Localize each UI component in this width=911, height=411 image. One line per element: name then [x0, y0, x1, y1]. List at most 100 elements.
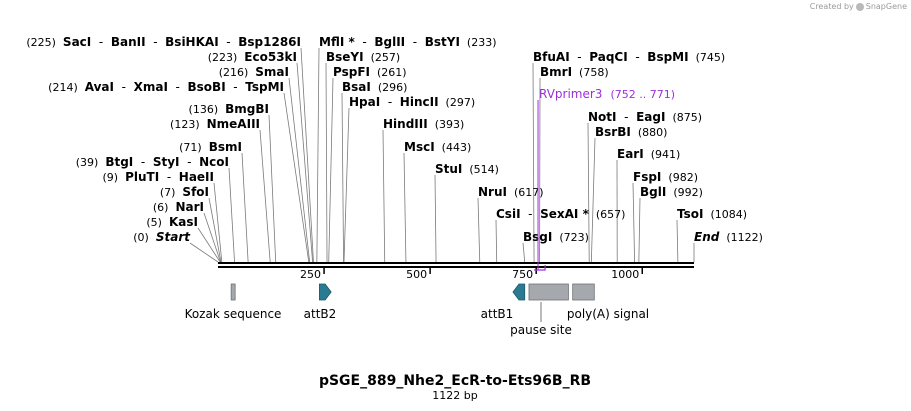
enzyme-stui: StuI: [435, 162, 462, 176]
site-separator: -: [628, 50, 648, 64]
site-position: (297): [446, 96, 476, 109]
site-position: (223): [208, 51, 238, 64]
site-gap: [371, 81, 378, 94]
site-position: (745): [696, 51, 726, 64]
site-label-end: End (1122): [694, 230, 763, 244]
enzyme-bsp1286i: Bsp1286I: [238, 35, 301, 49]
site-connectors: [189, 47, 695, 263]
primer-rvprimer3: RVprimer3 (752 .. 771): [534, 87, 675, 271]
site-label-hpai: HpaI - HincII (297): [349, 95, 475, 109]
enzyme-end: End: [694, 230, 720, 244]
enzyme-bsmi: BsmI: [209, 140, 242, 154]
feature-polya-label: poly(A) signal: [567, 307, 649, 321]
enzyme-styi: StyI: [153, 155, 180, 169]
site-gap: [168, 201, 175, 214]
site-separator: -: [617, 110, 637, 124]
site-connector-pluti: [213, 182, 223, 263]
primer-name: RVprimer3: [539, 87, 602, 101]
enzyme-msci: MscI: [404, 140, 435, 154]
site-label-eari: EarI (941): [617, 147, 680, 161]
site-gap: [719, 231, 726, 244]
site-connector-btgi: [228, 167, 235, 263]
site-connector-bseyi: [325, 62, 328, 263]
site-separator: -: [355, 35, 375, 49]
site-label-sfoi: (7) SfoI: [160, 185, 209, 199]
snapgene-logo-icon: [855, 2, 864, 11]
enzyme-nmeaiii: NmeAIII: [207, 117, 260, 131]
site-connector-avai: [283, 92, 310, 263]
enzyme-bmgbi: BmgBI: [225, 102, 269, 116]
site-position: (514): [469, 163, 499, 176]
site-position: (1122): [726, 231, 763, 244]
site-position: (0): [133, 231, 149, 244]
site-position: (982): [668, 171, 698, 184]
site-position: (136): [189, 103, 219, 116]
site-gap: [200, 118, 207, 131]
site-separator: -: [226, 80, 246, 94]
site-connector-sfoi: [208, 197, 222, 263]
feature-pause-label: pause site: [510, 323, 572, 337]
site-connector-bsgi: [522, 242, 526, 263]
site-connector-csii: [495, 219, 498, 263]
site-connector-start: [189, 242, 219, 263]
site-position: (875): [672, 111, 702, 124]
site-connector-noti: [587, 122, 590, 263]
site-label-tsoi: TsoI (1084): [677, 207, 747, 221]
site-gap: [507, 186, 514, 199]
site-position: (9): [102, 171, 118, 184]
site-position: (7): [160, 186, 176, 199]
site-label-nmeaiii: (123) NmeAIII: [170, 117, 260, 131]
site-connector-nari: [203, 212, 221, 263]
enzyme-sfoi: SfoI: [182, 185, 209, 199]
site-label-bmgbi: (136) BmgBI: [189, 102, 269, 116]
enzyme-noti: NotI: [588, 110, 617, 124]
site-connector-stui: [434, 174, 437, 263]
site-connector-tsoi: [676, 219, 679, 263]
feature-polya-shape: [572, 283, 595, 301]
ruler-tick-label: 1000: [611, 268, 639, 281]
site-label-bsrbi: BsrBI (880): [595, 125, 667, 139]
enzyme-saci: SacI: [63, 35, 91, 49]
enzyme-btgi: BtgI: [105, 155, 133, 169]
site-gap: [462, 163, 469, 176]
site-gap: [237, 51, 244, 64]
site-connector-eco53ki: [296, 62, 314, 263]
site-label-hindiii: HindIII (393): [383, 117, 464, 131]
enzyme-paqci: PaqCI: [589, 50, 627, 64]
enzyme-mfli: MflI *: [319, 35, 355, 49]
site-label-msci: MscI (443): [404, 140, 471, 154]
snapgene-credit: Created by SnapGene: [810, 2, 907, 11]
feature-track: Kozak sequence attB2 attB1 pause site poly(A…: [185, 283, 649, 337]
site-position: (758): [579, 66, 609, 79]
site-position: (992): [673, 186, 703, 199]
site-connector-bgli: [638, 197, 641, 263]
site-gap: [428, 118, 435, 131]
primer-range: (752 .. 771): [610, 88, 675, 101]
enzyme-bgli: BglI: [640, 185, 666, 199]
site-position: (261): [377, 66, 407, 79]
enzyme-kasi: KasI: [169, 215, 198, 229]
enzyme-smai: SmaI: [255, 65, 289, 79]
site-label-eco53ki: (223) Eco53kI: [208, 50, 297, 64]
enzyme-ncoi: NcoI: [199, 155, 229, 169]
site-separator: -: [114, 80, 134, 94]
site-connector-fspi: [632, 182, 636, 263]
site-label-smai: (216) SmaI: [219, 65, 289, 79]
credit-brand: SnapGene: [865, 2, 907, 11]
site-gap: [661, 171, 668, 184]
enzyme-bmri: BmrI: [540, 65, 572, 79]
site-label-bsmi: (71) BsmI: [179, 140, 242, 154]
enzyme-xmai: XmaI: [134, 80, 168, 94]
site-position: (71): [179, 141, 202, 154]
enzyme-bsai: BsaI: [342, 80, 371, 94]
map-length: 1122 bp: [432, 389, 477, 402]
site-separator: -: [570, 50, 590, 64]
site-position: (296): [378, 81, 408, 94]
site-position: (123): [170, 118, 200, 131]
site-label-noti: NotI - EagI (875): [588, 110, 702, 124]
site-position: (39): [76, 156, 99, 169]
site-gap: [665, 111, 672, 124]
enzyme-csii: CsiI: [496, 207, 521, 221]
site-separator: -: [146, 35, 166, 49]
